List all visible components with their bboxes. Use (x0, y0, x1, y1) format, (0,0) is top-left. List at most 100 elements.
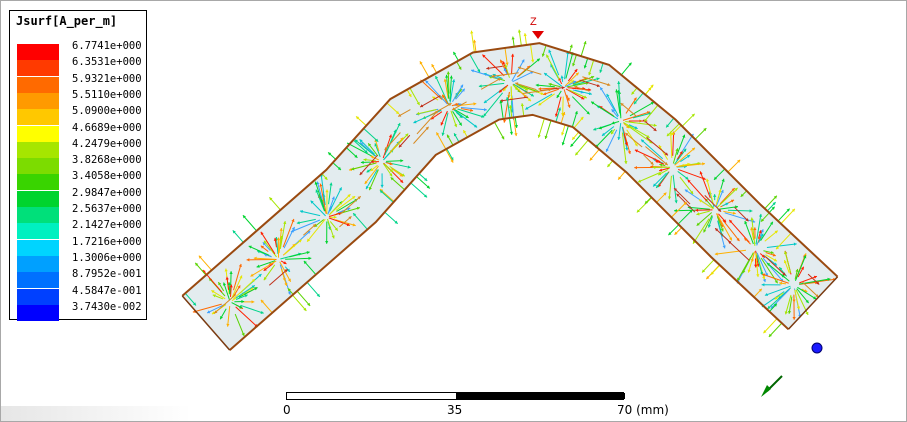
legend-value: 1.3006e+000 (72, 251, 142, 264)
current-vector-arrow (184, 292, 197, 306)
current-vector-arrow (765, 251, 776, 257)
strip-edge-inner (181, 42, 839, 297)
current-vector-arrow (617, 123, 622, 140)
current-vector-arrow (659, 167, 670, 172)
current-vector-arrow (460, 107, 487, 112)
current-vector-arrow (640, 139, 664, 160)
current-vector-arrow (580, 41, 587, 57)
current-vector-arrow (491, 72, 519, 78)
current-vector-arrow (764, 285, 791, 297)
current-vector-arrow (454, 88, 463, 99)
current-vector-arrow (538, 93, 555, 106)
current-vector-arrow (716, 212, 733, 241)
current-vector-arrow (263, 240, 277, 258)
strip-body (182, 43, 838, 351)
current-vector-arrow (750, 251, 756, 263)
current-vector-arrow (290, 219, 321, 233)
current-vector-arrow (325, 189, 329, 215)
current-vector-arrow (588, 59, 595, 76)
current-vector-arrow (397, 109, 411, 117)
legend-value: 5.9321e+000 (72, 72, 142, 85)
current-vector-arrow (253, 256, 276, 260)
current-vector-arrow (327, 196, 335, 215)
current-vector-arrow (213, 294, 237, 314)
current-vector-arrow (716, 216, 724, 232)
current-vector-arrow (774, 292, 784, 300)
current-vector-arrow (561, 124, 566, 136)
current-vector-arrow (766, 242, 797, 249)
current-vector-arrow (713, 194, 717, 201)
current-vector-arrow (389, 137, 404, 154)
current-vector-arrow (382, 134, 392, 159)
current-vector-arrow (784, 251, 792, 273)
current-vector-arrow (644, 84, 654, 95)
current-vector-arrow (779, 281, 787, 285)
current-vector-arrow (611, 108, 619, 118)
current-vector-arrow (719, 187, 736, 205)
legend-swatch (17, 44, 59, 60)
current-vector-arrow (783, 259, 790, 274)
legend-swatch (17, 92, 59, 109)
current-vector-arrow (787, 296, 793, 314)
current-vector-arrow (511, 36, 515, 47)
current-vector-arrow (235, 294, 248, 300)
current-vector-arrow (446, 134, 454, 146)
current-vector-arrow (429, 102, 452, 116)
current-vector-arrow (508, 118, 514, 135)
current-vector-arrow (384, 211, 399, 225)
current-vector-arrow (409, 87, 420, 106)
current-vector-arrow (446, 71, 450, 94)
current-vector-arrow (705, 178, 715, 206)
current-vector-arrow (285, 256, 312, 261)
legend-value: 4.5847e-001 (72, 284, 142, 297)
current-vector-arrow (589, 149, 600, 161)
current-vector-arrow (538, 87, 558, 91)
current-vector-arrow (775, 232, 792, 250)
current-vector-arrow (513, 83, 535, 97)
current-vector-arrow (374, 143, 381, 157)
current-vector-arrow (515, 82, 537, 91)
current-vector-arrow (499, 96, 529, 103)
current-vector-arrow (599, 62, 604, 73)
current-vector-arrow (666, 123, 680, 137)
current-vector-arrow (276, 237, 281, 258)
legend-value: 2.5637e+000 (72, 203, 142, 215)
scale-label-0: 0 (283, 403, 291, 417)
current-vector-arrow (492, 73, 503, 80)
current-vector-arrow (386, 159, 404, 163)
current-vector-arrow (314, 181, 326, 212)
current-vector-arrow (354, 139, 376, 157)
current-vector-arrow (363, 158, 376, 162)
current-vector-arrow (567, 68, 578, 82)
legend-swatch (17, 239, 59, 256)
current-vector-arrow (248, 245, 270, 256)
current-vector-arrow (242, 214, 257, 232)
current-vector-arrow (622, 111, 651, 121)
current-vector-arrow (621, 132, 628, 165)
legend-swatch (17, 76, 59, 93)
current-vector-arrow (520, 103, 525, 117)
current-vector-arrow (269, 196, 281, 211)
current-vector-arrow (425, 80, 448, 105)
current-vector-arrow (574, 85, 590, 92)
current-vector-arrow (503, 67, 508, 75)
current-vector-arrow (670, 125, 682, 136)
current-vector-arrow (234, 299, 245, 304)
current-vector-arrow (535, 83, 555, 88)
current-vector-arrow (329, 221, 339, 231)
current-vector-arrow (642, 119, 657, 132)
current-vector-arrow (325, 221, 329, 244)
current-vector-arrow (758, 233, 764, 243)
current-vector-arrow (655, 171, 669, 189)
current-vector-arrow (601, 126, 615, 137)
axis-triad-arrowhead-icon (761, 385, 771, 397)
scale-bar-white-segment (287, 393, 456, 399)
current-vector-arrow (510, 53, 515, 75)
current-vector-arrow (643, 154, 654, 166)
legend-swatch (17, 207, 59, 223)
current-vector-arrow (628, 124, 638, 130)
current-vector-arrow (769, 303, 778, 312)
current-vector-arrow (704, 195, 722, 213)
